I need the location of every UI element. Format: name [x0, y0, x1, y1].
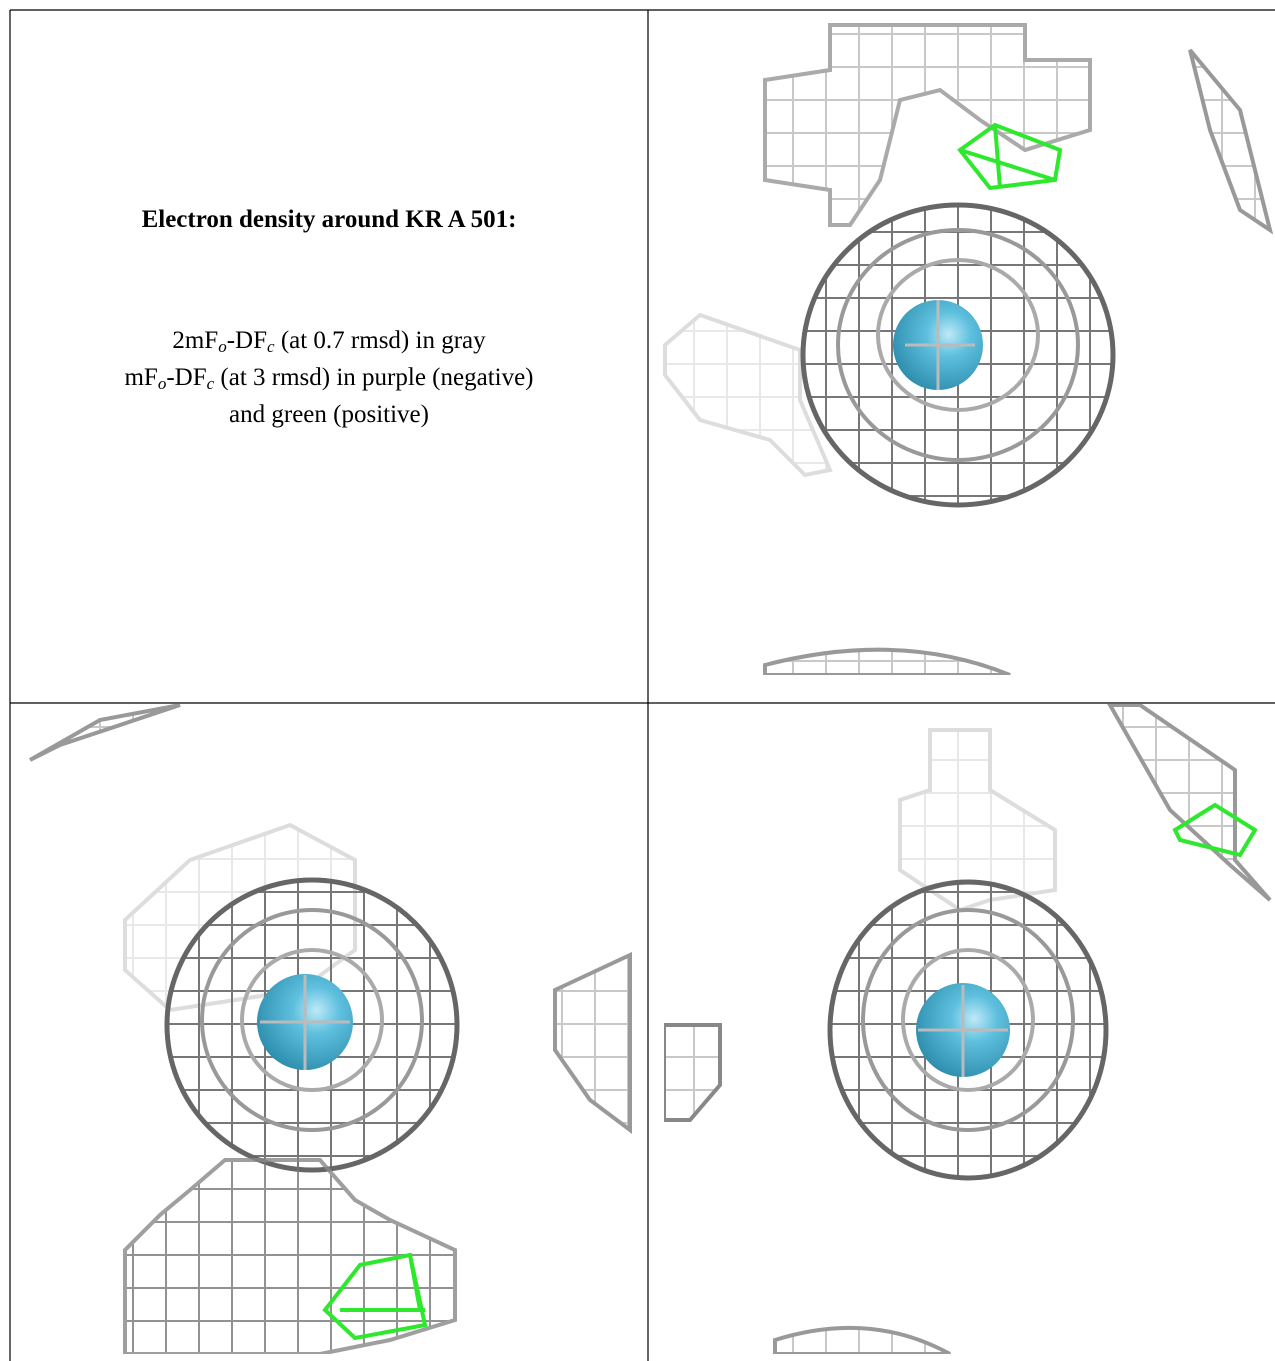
density-panel [29, 704, 632, 1354]
caption-line: mFo-DFc (at 3 rmsd) in purple (negative) [10, 359, 648, 396]
subscript: o [218, 337, 227, 356]
text: and green (positive) [229, 401, 429, 428]
caption-line: 2mFo-DFc (at 0.7 rmsd) in gray [10, 322, 648, 359]
caption-cell: Electron density around KR A 501: 2mFo-D… [10, 10, 648, 703]
text: (at 0.7 rmsd) in gray [274, 327, 486, 354]
text: (at 3 rmsd) in purple (negative) [214, 364, 534, 391]
density-panel [664, 704, 1272, 1354]
text: -DF [166, 364, 207, 391]
text: 2mF [172, 327, 219, 354]
text: mF [124, 364, 158, 391]
subscript: c [206, 374, 215, 393]
caption-line: and green (positive) [10, 396, 648, 433]
density-panel [663, 23, 1274, 675]
table-frame [9, 9, 1275, 1361]
caption-lines: 2mFo-DFc (at 0.7 rmsd) in gray mFo-DFc (… [10, 322, 648, 433]
subscript: o [157, 374, 167, 393]
text: -DF [226, 327, 268, 354]
subscript: c [267, 337, 275, 356]
caption-title: Electron density around KR A 501: [141, 206, 517, 233]
